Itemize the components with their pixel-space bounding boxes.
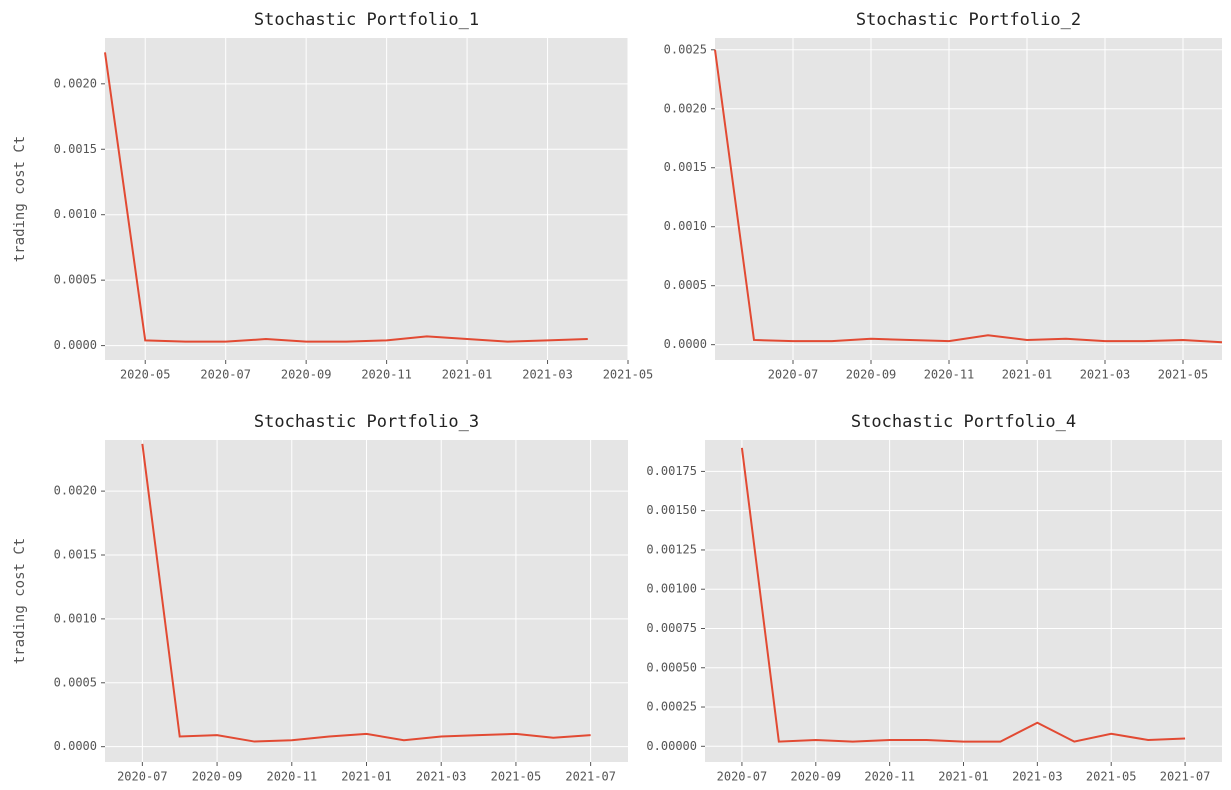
x-tick-label: 2021-05 [491,770,542,784]
x-tick-label: 2020-11 [864,770,915,784]
plot-background [715,38,1222,360]
y-tick-label: 0.0010 [664,219,707,233]
y-tick-label: 0.00175 [646,464,697,478]
x-tick-label: 2021-01 [341,770,392,784]
x-tick-label: 2021-03 [1080,368,1131,382]
y-tick-label: 0.00075 [646,621,697,635]
y-axis-label: trading cost Ct [12,136,28,262]
y-tick-label: 0.00150 [646,503,697,517]
x-tick-label: 2020-11 [361,368,412,382]
chart-title: Stochastic Portfolio_3 [254,412,479,432]
x-tick-label: 2020-09 [790,770,841,784]
x-tick-label: 2021-05 [1086,770,1137,784]
x-tick-label: 2021-03 [522,368,573,382]
x-tick-label: 2020-07 [117,770,168,784]
y-tick-label: 0.0015 [54,548,97,562]
x-tick-label: 2020-09 [281,368,332,382]
x-tick-label: 2021-01 [938,770,989,784]
x-tick-label: 2020-09 [846,368,897,382]
x-tick-label: 2020-11 [924,368,975,382]
y-axis-label: trading cost Ct [12,538,28,664]
chart-title: Stochastic Portfolio_1 [254,10,479,30]
x-tick-label: 2021-03 [1012,770,1063,784]
y-tick-label: 0.0000 [54,739,97,753]
series-line [740,447,1186,743]
y-tick-label: 0.0020 [54,76,97,90]
x-tick-label: 2021-07 [1160,770,1211,784]
x-tick-label: 2020-11 [266,770,317,784]
y-tick-label: 0.0025 [664,42,707,56]
x-tick-label: 2020-07 [717,770,768,784]
y-tick-label: 0.0005 [54,273,97,287]
series-line [104,52,588,343]
x-tick-label: 2021-05 [603,368,654,382]
x-tick-label: 2020-07 [768,368,819,382]
chart-title: Stochastic Portfolio_4 [851,412,1076,432]
series-line [141,443,591,743]
y-tick-label: 0.0015 [664,160,707,174]
y-tick-label: 0.0020 [54,484,97,498]
y-tick-label: 0.00050 [646,660,697,674]
x-tick-label: 2021-03 [416,770,467,784]
x-tick-label: 2020-07 [200,368,251,382]
x-tick-label: 2021-05 [1158,368,1209,382]
y-tick-label: 0.00125 [646,542,697,556]
y-tick-label: 0.0005 [664,278,707,292]
x-tick-label: 2020-09 [192,770,243,784]
plot-background [105,38,628,360]
y-tick-label: 0.0000 [54,338,97,352]
series-line [714,49,1223,344]
y-tick-label: 0.0015 [54,142,97,156]
x-tick-label: 2021-01 [1002,368,1053,382]
y-tick-label: 0.00000 [646,739,697,753]
y-tick-label: 0.0005 [54,675,97,689]
x-tick-label: 2021-01 [442,368,493,382]
y-tick-label: 0.0010 [54,207,97,221]
y-tick-label: 0.0020 [664,101,707,115]
x-tick-label: 2021-07 [565,770,616,784]
y-tick-label: 0.00025 [646,700,697,714]
y-tick-label: 0.0000 [664,337,707,351]
y-tick-label: 0.00100 [646,582,697,596]
chart-title: Stochastic Portfolio_2 [856,10,1081,30]
x-tick-label: 2020-05 [120,368,171,382]
y-tick-label: 0.0010 [54,611,97,625]
